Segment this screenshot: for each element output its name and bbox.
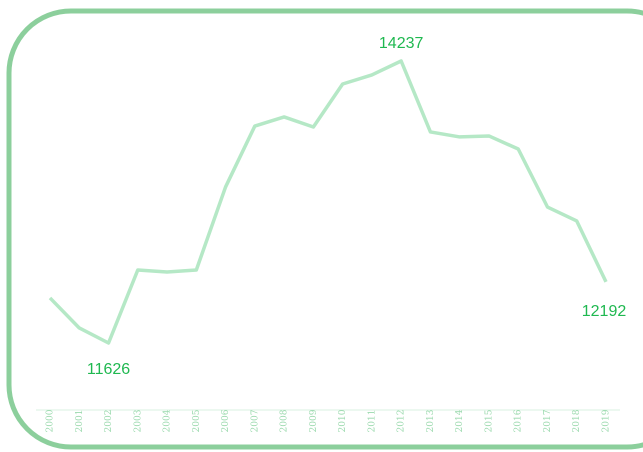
- x-tick-label: 2012: [397, 410, 407, 433]
- frame: [6, 8, 643, 450]
- x-tick-label: 2019: [602, 409, 612, 432]
- x-tick-label: 2000: [46, 409, 56, 432]
- x-tick-label: 2015: [484, 409, 494, 432]
- x-tick-label: 2003: [133, 409, 143, 432]
- x-tick-label: 2010: [338, 409, 348, 432]
- data-label: 12192: [582, 303, 627, 320]
- x-tick-label: 2004: [163, 409, 173, 432]
- x-tick-label: 2014: [455, 409, 465, 432]
- x-tick-label: 2001: [75, 410, 85, 433]
- data-label: 14237: [379, 35, 424, 52]
- x-tick-label: 2016: [514, 409, 524, 432]
- x-tick-label: 2013: [426, 409, 436, 432]
- x-tick-label: 2008: [280, 409, 290, 432]
- x-tick-label: 2017: [543, 409, 553, 432]
- x-tick-label: 2005: [192, 409, 202, 432]
- data-label: 11626: [87, 361, 130, 378]
- x-tick-label: 2006: [221, 409, 231, 432]
- x-tick-label: 2011: [367, 410, 377, 433]
- x-tick-label: 2002: [104, 410, 114, 433]
- x-tick-label: 2007: [250, 409, 260, 432]
- line: [48, 59, 608, 345]
- x-tick-label: 2009: [309, 409, 319, 432]
- x-tick-label: 2018: [572, 409, 582, 432]
